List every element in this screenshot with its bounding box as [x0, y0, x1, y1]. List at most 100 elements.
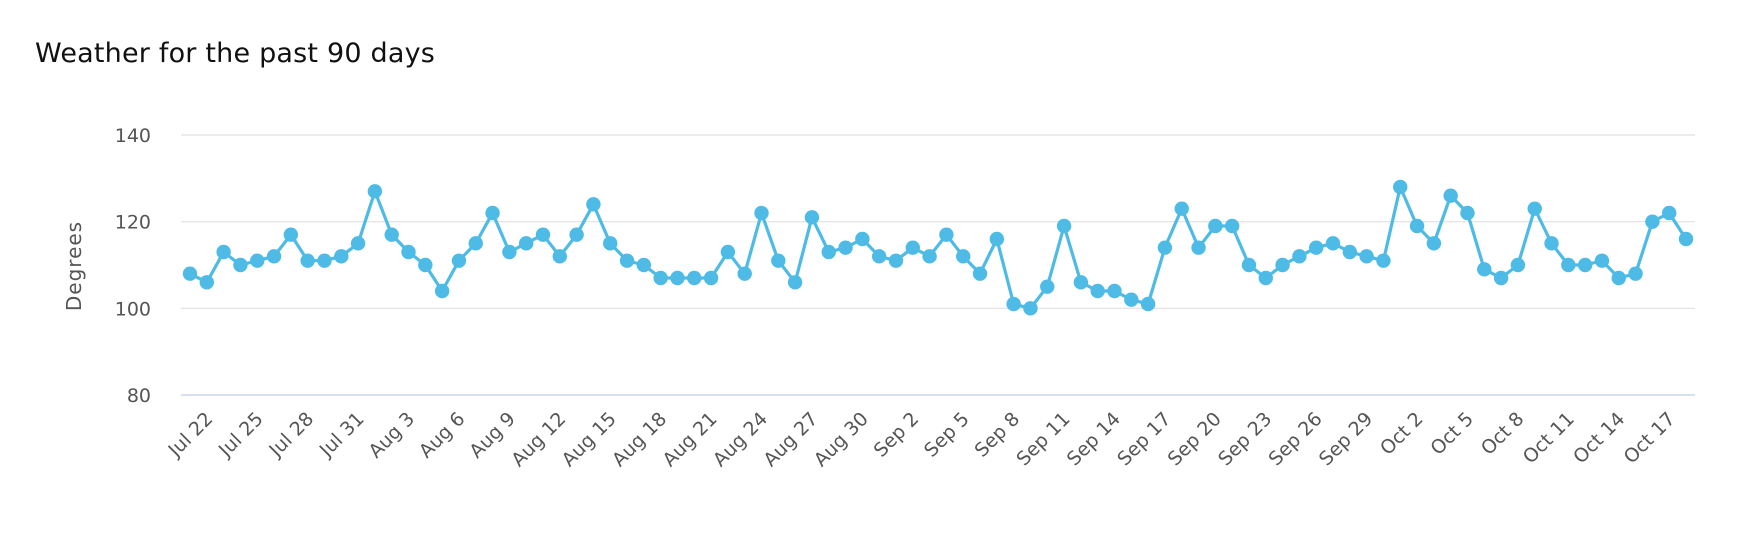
data-point	[1309, 240, 1324, 255]
x-tick-label: Aug 3	[364, 408, 419, 463]
data-point	[1645, 214, 1660, 229]
data-point	[888, 253, 904, 268]
chart-title: Weather for the past 90 days	[35, 38, 436, 69]
data-point	[1376, 253, 1391, 268]
y-tick-label: 120	[115, 212, 151, 234]
data-point	[334, 249, 349, 264]
x-tick-label: Sep 11	[1012, 408, 1074, 470]
x-tick-label: Aug 24	[709, 408, 772, 471]
data-point	[939, 227, 954, 242]
data-point	[1510, 257, 1526, 273]
data-point	[787, 275, 803, 290]
data-point	[1577, 257, 1593, 273]
y-tick-label: 140	[115, 125, 151, 147]
data-point	[535, 227, 551, 242]
x-tick-label: Aug 30	[810, 408, 873, 471]
data-point	[1443, 188, 1458, 203]
data-point	[1544, 236, 1559, 251]
data-point	[771, 253, 786, 268]
data-point	[1241, 257, 1257, 273]
data-point	[250, 253, 265, 268]
data-point	[956, 249, 971, 264]
data-point	[972, 266, 988, 281]
data-point	[586, 197, 601, 212]
data-point	[1275, 257, 1290, 273]
series-line	[189, 185, 1688, 310]
data-point	[603, 236, 618, 251]
x-tick-label: Oct 2	[1376, 408, 1428, 460]
x-tick-label: Jul 22	[164, 408, 218, 462]
gridlines	[181, 134, 1695, 396]
data-point	[1678, 231, 1694, 247]
data-point	[838, 240, 853, 255]
data-point	[1006, 296, 1021, 312]
data-point	[552, 249, 567, 264]
data-point	[1140, 296, 1156, 312]
x-tick-label: Jul 31	[315, 408, 369, 462]
data-point	[1493, 270, 1509, 286]
x-tick-label: Aug 6	[415, 408, 470, 463]
data-point	[1426, 236, 1442, 251]
x-tick-label: Sep 2	[870, 408, 924, 462]
data-point	[266, 249, 282, 264]
data-point	[1594, 253, 1610, 268]
data-point	[1124, 292, 1139, 307]
data-point	[720, 244, 736, 260]
data-point	[569, 227, 584, 242]
x-tick-label: Oct 11	[1519, 408, 1579, 468]
y-tick-label: 80	[127, 385, 151, 407]
data-point	[619, 253, 635, 268]
data-point	[922, 249, 937, 264]
data-point	[1056, 218, 1072, 234]
data-point	[1393, 179, 1408, 195]
data-point	[182, 266, 198, 281]
data-point	[737, 266, 752, 281]
x-tick-label: Jul 25	[214, 408, 268, 462]
x-tick-label: Oct 5	[1426, 408, 1478, 460]
data-point	[350, 236, 366, 251]
data-point	[502, 244, 517, 260]
data-point	[1359, 249, 1374, 264]
x-tick-label: Sep 29	[1315, 408, 1377, 470]
data-point	[1325, 236, 1341, 251]
x-tick-label: Aug 18	[608, 408, 671, 471]
data-point	[703, 270, 719, 286]
data-point	[216, 244, 231, 260]
data-point	[636, 257, 652, 273]
data-point	[418, 257, 433, 273]
x-tick-label: Jul 28	[264, 408, 318, 462]
data-point	[1292, 249, 1307, 264]
data-point	[1527, 201, 1542, 216]
data-point	[653, 270, 668, 286]
data-point	[1040, 279, 1055, 294]
data-point	[821, 244, 836, 260]
data-point	[1258, 270, 1273, 286]
x-tick-label: Sep 14	[1063, 408, 1125, 470]
data-point	[1224, 218, 1240, 234]
data-point	[1107, 283, 1122, 299]
data-point	[401, 244, 416, 260]
data-point	[468, 236, 483, 251]
data-point	[384, 227, 399, 242]
data-point	[989, 231, 1005, 247]
x-tick-label: Sep 5	[920, 408, 974, 462]
data-point	[485, 205, 500, 221]
y-tick-label: 100	[115, 298, 151, 320]
y-axis-ticks: 80 100 120 140	[115, 125, 151, 407]
data-point	[518, 236, 534, 251]
x-tick-label: Aug 12	[507, 408, 570, 471]
data-point	[1191, 240, 1206, 255]
data-point	[300, 253, 315, 268]
data-point	[754, 205, 769, 221]
data-point	[283, 227, 299, 242]
x-tick-label: Sep 26	[1264, 408, 1326, 470]
data-point	[1661, 205, 1677, 221]
data-point	[199, 275, 215, 290]
x-tick-label: Oct 17	[1620, 408, 1680, 468]
data-point	[1174, 201, 1189, 216]
y-axis-label: Degrees	[62, 221, 86, 311]
data-point	[317, 253, 332, 268]
data-point	[1208, 218, 1223, 234]
